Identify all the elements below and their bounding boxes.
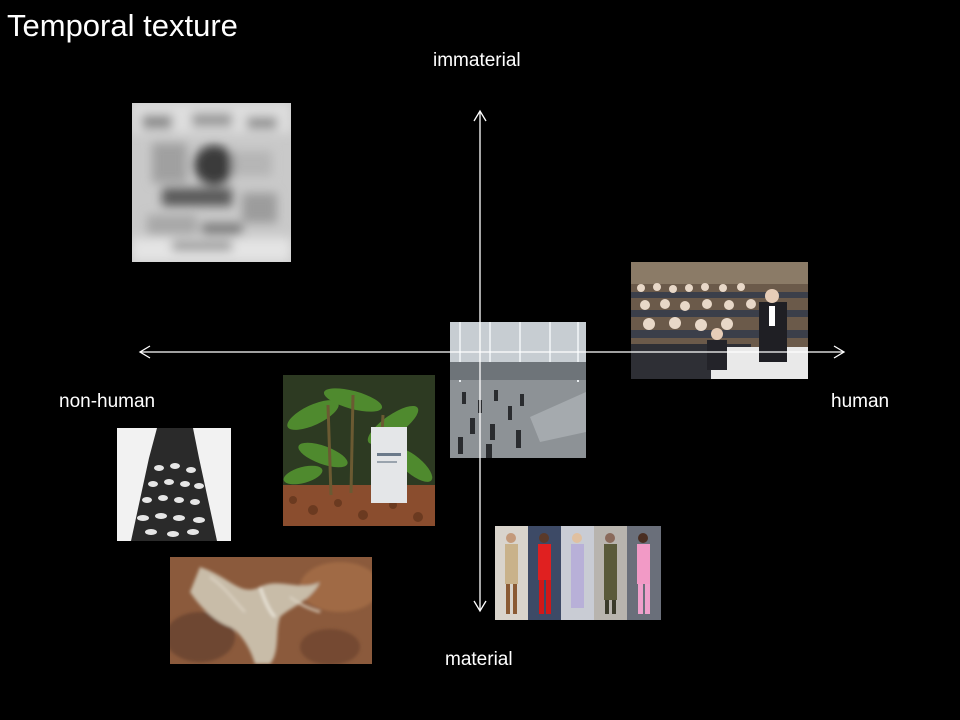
axis-label-non-human: non-human bbox=[59, 391, 156, 412]
axis-label-material: material bbox=[445, 649, 513, 670]
arrow-head-left bbox=[138, 345, 151, 359]
feathered-dress-photo bbox=[117, 428, 231, 541]
blurry-pixel-texture-image bbox=[132, 103, 291, 262]
axis-label-human: human bbox=[831, 391, 890, 412]
crowded-atrium-photo bbox=[450, 322, 586, 458]
axis-label-immaterial: immaterial bbox=[433, 50, 521, 71]
arrow-head-right bbox=[833, 345, 846, 359]
runway-models-photo bbox=[495, 526, 661, 620]
arrow-head-top bbox=[473, 109, 487, 122]
aerial-landscape-photo bbox=[170, 557, 372, 664]
plants-with-sign-photo bbox=[283, 375, 435, 526]
arrow-head-bottom bbox=[473, 600, 487, 613]
slide-title: Temporal texture bbox=[7, 8, 238, 43]
